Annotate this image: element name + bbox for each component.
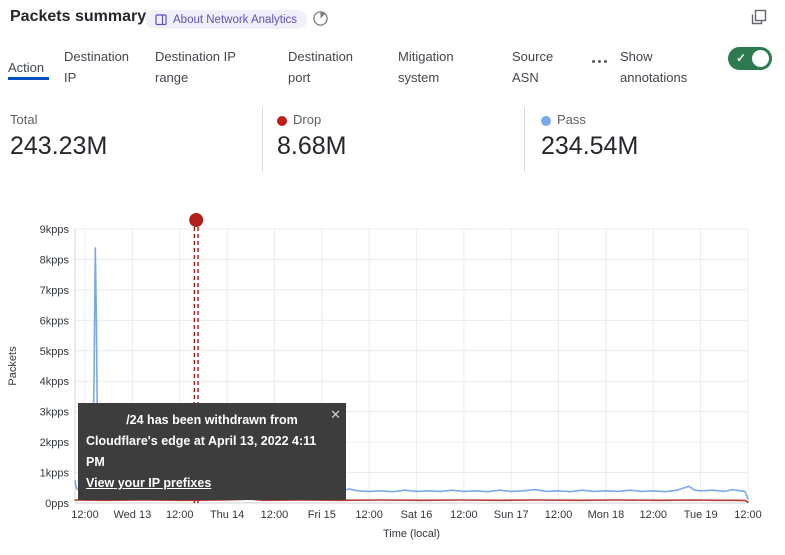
drop-label: Drop: [293, 112, 322, 127]
pass-legend-dot: [541, 116, 551, 126]
more-options-icon[interactable]: [592, 60, 607, 63]
y-axis-title: Packets: [7, 346, 19, 386]
toggle-knob: [752, 50, 769, 67]
y-tick-label: 9kpps: [40, 224, 70, 236]
drop-line: [74, 492, 749, 503]
annotation-dot[interactable]: [189, 213, 204, 227]
x-axis-title: Time (local): [383, 528, 440, 540]
tab-mitigation-system[interactable]: Mitigation system: [398, 49, 454, 85]
y-tick-label: 5kpps: [40, 346, 70, 358]
tab-source-asn[interactable]: Source ASN: [512, 49, 554, 85]
tab-destination-ip[interactable]: Destination IP: [64, 49, 130, 85]
y-tick-label: 0pps: [45, 498, 69, 510]
x-tick-label: 12:00: [734, 509, 762, 521]
pass-label: Pass: [557, 112, 586, 127]
x-tick-label: Sun 17: [494, 509, 529, 521]
packets-time-series-chart[interactable]: 0pps 1kpps 2kpps 3kpps 4kpps 5kpps 6kpps 7kpps 8…: [0, 200, 785, 555]
book-icon: [155, 13, 167, 25]
x-tick-label: 12:00: [355, 509, 383, 521]
y-tick-label: 4kpps: [40, 376, 70, 388]
y-tick-label: 3kpps: [40, 407, 70, 419]
tab-destination-port[interactable]: Destination port: [288, 49, 354, 85]
x-tick-label: 12:00: [71, 509, 99, 521]
show-annotations-label: Show annotations: [620, 49, 688, 85]
y-tick-label: 6kpps: [40, 315, 70, 327]
popout-icon[interactable]: [750, 8, 768, 26]
x-tick-label: 12:00: [450, 509, 478, 521]
annotation-tooltip-line1: /24 has been withdrawn from: [126, 413, 298, 427]
x-tick-label: 12:00: [261, 509, 289, 521]
total-label: Total: [10, 112, 38, 127]
show-annotations-toggle[interactable]: ✓: [728, 47, 772, 70]
check-icon: ✓: [736, 51, 747, 65]
total-value: 243.23M: [10, 132, 108, 160]
drop-legend-dot: [277, 116, 287, 126]
tab-action[interactable]: Action: [8, 60, 45, 75]
page-title: Packets summary: [10, 8, 147, 25]
divider: [262, 107, 263, 172]
view-ip-prefixes-link[interactable]: View your IP prefixes: [86, 476, 212, 490]
pass-value: 234.54M: [541, 132, 639, 160]
y-tick-label: 1kpps: [40, 468, 70, 480]
x-tick-label: Wed 13: [113, 509, 151, 521]
x-tick-label: Fri 15: [308, 509, 336, 521]
x-tick-label: 12:00: [545, 509, 573, 521]
y-tick-label: 7kpps: [40, 285, 70, 297]
x-tick-label: Sat 16: [401, 509, 433, 521]
active-tab-underline: [8, 77, 49, 80]
divider: [524, 107, 525, 172]
y-tick-label: 2kpps: [40, 437, 70, 449]
x-tick-label: 12:00: [166, 509, 194, 521]
x-tick-label: Mon 18: [588, 509, 625, 521]
drop-value: 8.68M: [277, 132, 347, 160]
y-tick-label: 8kpps: [40, 254, 70, 266]
about-network-analytics-badge[interactable]: About Network Analytics: [145, 10, 308, 29]
annotation-tooltip-arrow: [108, 470, 128, 481]
x-tick-label: 12:00: [640, 509, 668, 521]
tab-destination-ip-range[interactable]: Destination IP range: [155, 49, 236, 85]
time-period-icon[interactable]: [312, 10, 329, 27]
annotation-tooltip-line2: Cloudflare's edge at April 13, 2022 4:11…: [86, 434, 317, 469]
x-tick-label: Thu 14: [210, 509, 244, 521]
x-tick-label: Tue 19: [684, 509, 718, 521]
about-badge-label: About Network Analytics: [173, 13, 298, 26]
close-icon[interactable]: ✕: [330, 407, 341, 422]
annotation-tooltip: ✕ /24 has been withdrawn from Cloudflare…: [78, 403, 346, 500]
